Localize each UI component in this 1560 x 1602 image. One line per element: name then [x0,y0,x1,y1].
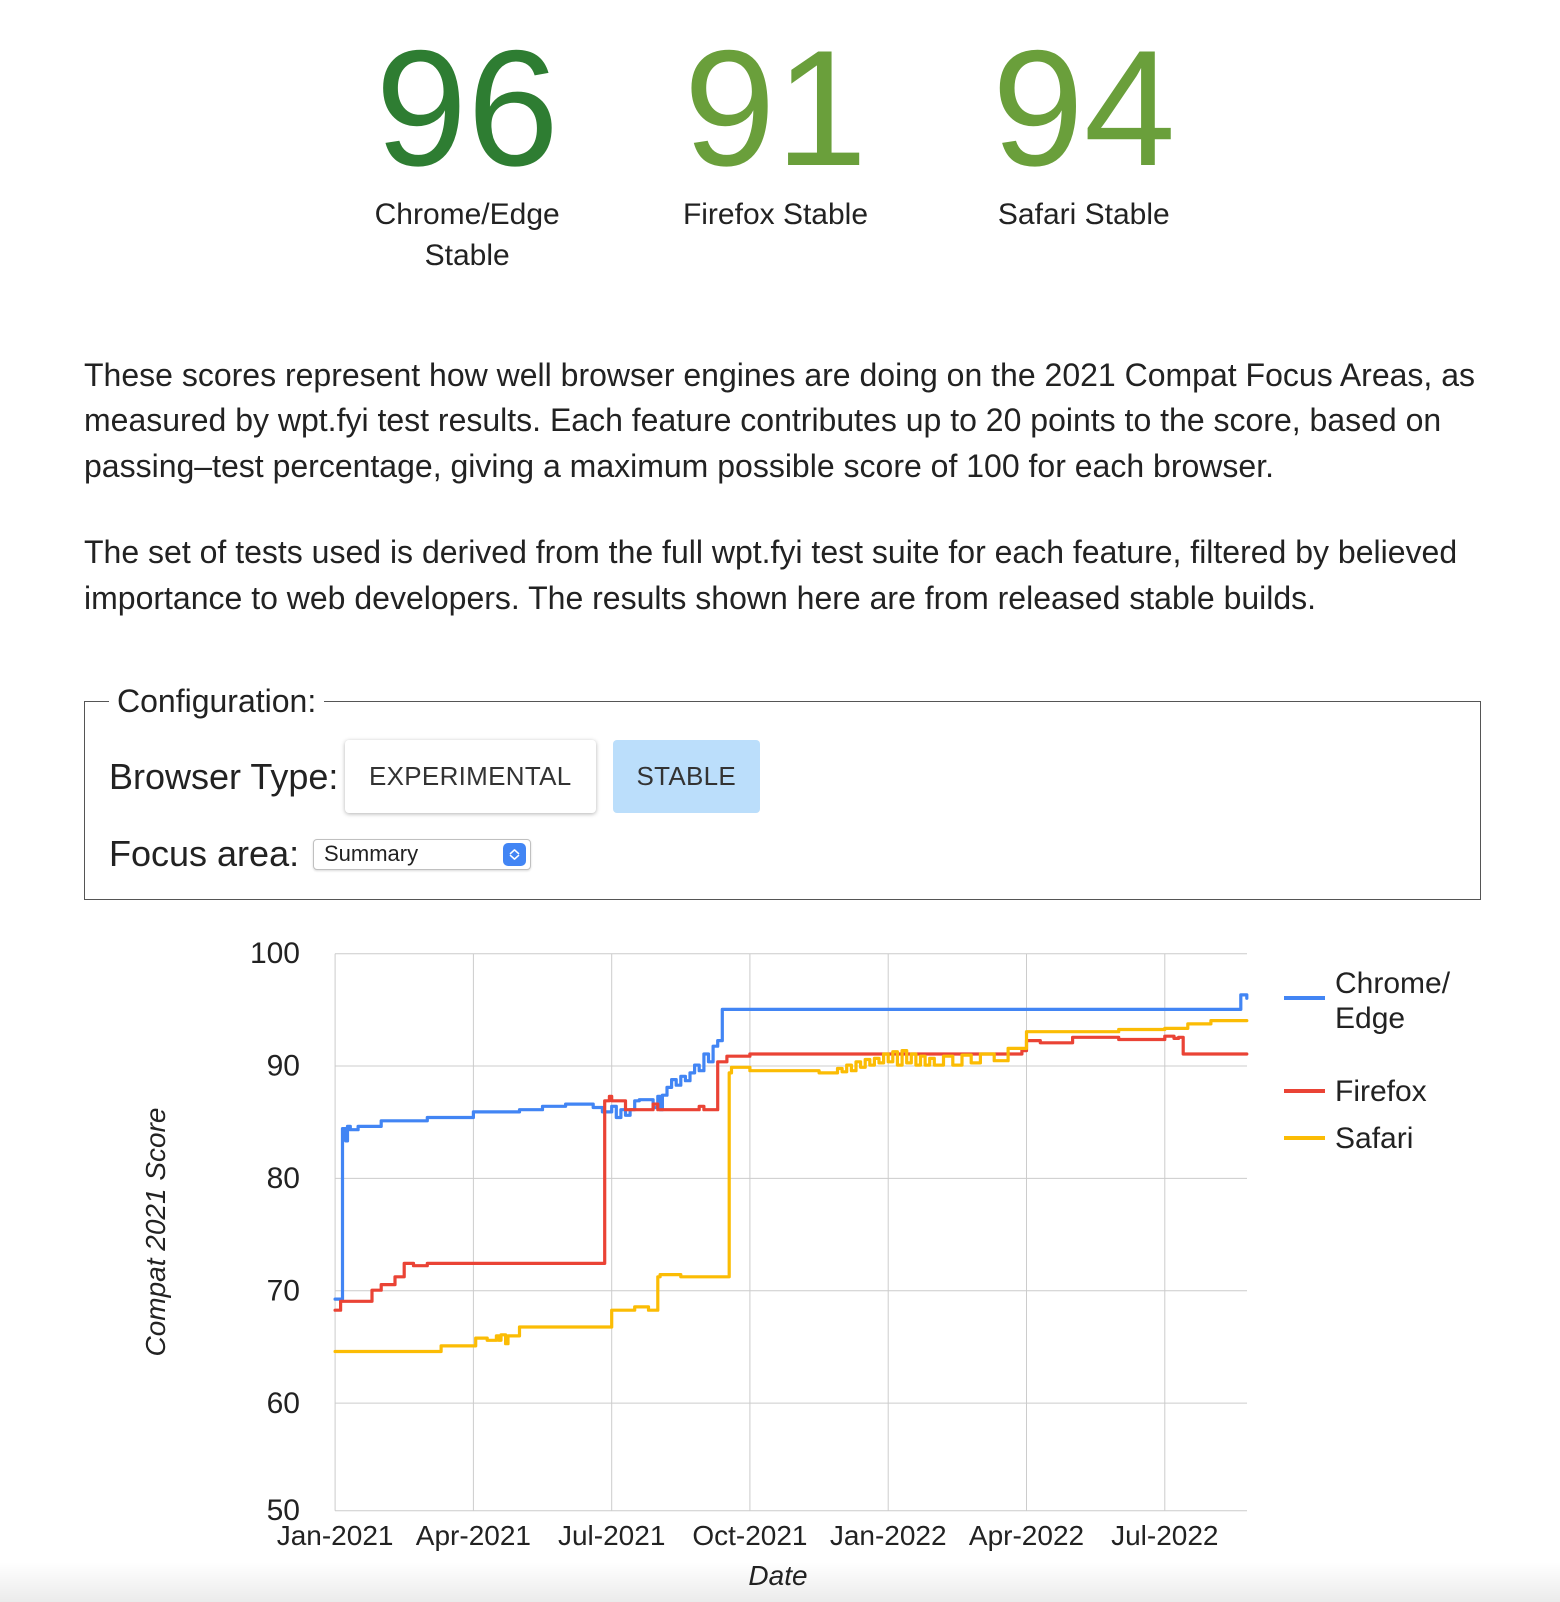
svg-text:100: 100 [250,940,300,970]
svg-text:Jan-2021: Jan-2021 [277,1520,394,1551]
svg-text:Jan-2022: Jan-2022 [830,1520,947,1551]
svg-text:Jul-2022: Jul-2022 [1111,1520,1218,1551]
svg-text:Safari: Safari [1335,1122,1413,1155]
svg-text:Compat 2021 Score: Compat 2021 Score [140,1108,171,1357]
svg-text:Chrome/: Chrome/ [1335,967,1451,1000]
svg-text:Apr-2022: Apr-2022 [969,1520,1084,1551]
svg-text:70: 70 [267,1275,300,1308]
svg-text:80: 80 [267,1162,300,1195]
svg-text:60: 60 [267,1387,300,1420]
svg-text:Edge: Edge [1335,1002,1405,1035]
svg-text:90: 90 [267,1050,300,1083]
svg-text:Apr-2021: Apr-2021 [416,1520,531,1551]
svg-text:Firefox: Firefox [1335,1075,1427,1108]
svg-text:Oct-2021: Oct-2021 [692,1520,807,1551]
svg-text:Jul-2021: Jul-2021 [558,1520,665,1551]
